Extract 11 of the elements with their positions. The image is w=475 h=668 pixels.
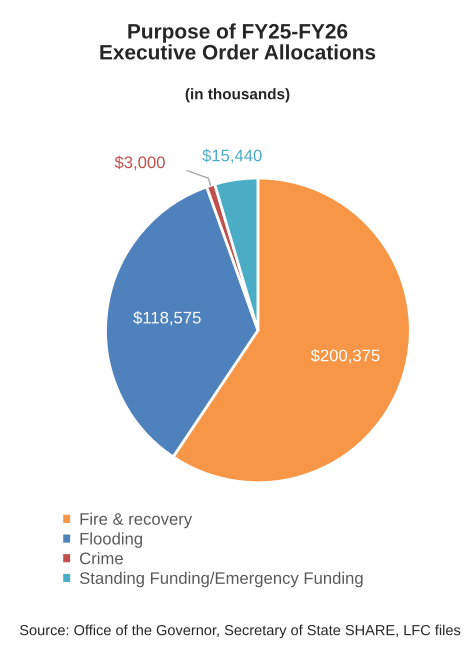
legend-label: Standing Funding/Emergency Funding (80, 572, 363, 588)
legend-label: Crime (80, 552, 123, 564)
legend-label: Flooding (80, 532, 142, 548)
source-note: Source: Office of the Governor, Secretary of State SHARE, LFC files (20, 624, 460, 638)
legend-label: Fire & recovery (80, 512, 192, 528)
data-label: $118,575 (133, 311, 201, 326)
chart-title: Purpose of FY25-FY26 Executive Order Allocations (100, 23, 376, 60)
data-label: $200,375 (310, 348, 380, 364)
data-label: $15,440 (202, 148, 262, 164)
data-label: $3,000 (114, 156, 165, 170)
chart-subtitle: (in thousands) (186, 88, 290, 102)
